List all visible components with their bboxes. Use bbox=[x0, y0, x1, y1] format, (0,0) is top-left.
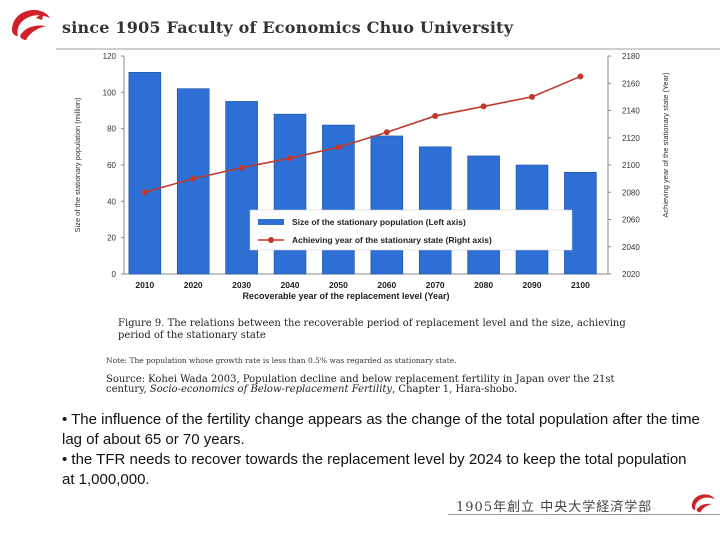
line-point bbox=[190, 175, 197, 182]
right-tick-label: 2140 bbox=[622, 107, 640, 116]
slide-header: since 1905 Faculty of Economics Chuo Uni… bbox=[0, 0, 720, 52]
line-point bbox=[141, 189, 148, 196]
left-tick-label: 0 bbox=[112, 270, 117, 279]
figure-note: Note: The population whose growth rate i… bbox=[106, 356, 457, 365]
x-tick-label: 2010 bbox=[135, 280, 154, 290]
right-tick-label: 2180 bbox=[622, 52, 640, 61]
line-point bbox=[238, 164, 245, 171]
source-prefix: Source: Kohei Wada 2003, Population decl… bbox=[106, 374, 615, 395]
line-point bbox=[287, 155, 294, 162]
series-line bbox=[144, 75, 581, 194]
left-tick-label: 100 bbox=[103, 88, 117, 97]
chart: 0204060801001202020204020602080210021202… bbox=[73, 52, 670, 301]
line-point bbox=[335, 144, 342, 151]
right-tick-label: 2120 bbox=[622, 134, 640, 143]
header-title: since 1905 Faculty of Economics Chuo Uni… bbox=[62, 18, 514, 37]
x-tick-label: 2050 bbox=[329, 280, 348, 290]
x-tick-label: 2090 bbox=[523, 280, 542, 290]
line-point bbox=[529, 93, 536, 100]
chuo-university-logo-icon bbox=[12, 10, 50, 40]
right-axis-label: Achieving year of the stationary state (… bbox=[661, 72, 670, 218]
right-tick-label: 2080 bbox=[622, 188, 640, 197]
x-tick-label: 2030 bbox=[232, 280, 251, 290]
figure-source: Source: Kohei Wada 2003, Population decl… bbox=[106, 375, 626, 395]
left-tick-label: 20 bbox=[107, 234, 116, 243]
left-tick-label: 40 bbox=[107, 197, 116, 206]
bullet-point-2: • the TFR needs to recover towards the r… bbox=[62, 451, 687, 488]
footer-divider bbox=[448, 514, 720, 515]
left-tick-label: 80 bbox=[107, 125, 116, 134]
chuo-university-logo-icon bbox=[691, 494, 715, 513]
line-point bbox=[383, 129, 390, 136]
line-point bbox=[480, 103, 487, 110]
header-divider bbox=[56, 48, 720, 50]
x-tick-label: 2020 bbox=[184, 280, 203, 290]
footer-text: 1905年創立 中央大学経済学部 bbox=[456, 500, 653, 515]
legend-line-marker bbox=[268, 237, 274, 243]
x-tick-label: 2100 bbox=[571, 280, 590, 290]
figure-caption: Figure 9. The relations between the reco… bbox=[118, 318, 626, 341]
left-tick-label: 120 bbox=[103, 52, 117, 61]
right-tick-label: 2160 bbox=[622, 79, 640, 88]
right-tick-label: 2100 bbox=[622, 161, 640, 170]
x-axis-label: Recoverable year of the replacement leve… bbox=[242, 291, 449, 301]
left-axis-label: Size of the stationary population (milli… bbox=[73, 97, 82, 233]
source-suffix: , Chapter 1, Hara-shobo. bbox=[392, 384, 518, 395]
left-tick-label: 60 bbox=[107, 161, 116, 170]
slide-body: • The influence of the fertility change … bbox=[62, 410, 702, 490]
slide-footer: 1905年創立 中央大学経済学部 bbox=[448, 494, 720, 516]
x-tick-label: 2070 bbox=[426, 280, 445, 290]
bullet-point-1: • The influence of the fertility change … bbox=[62, 411, 700, 448]
legend-line-label: Achieving year of the stationary state (… bbox=[292, 235, 492, 245]
right-tick-label: 2020 bbox=[622, 270, 640, 279]
x-tick-label: 2040 bbox=[281, 280, 300, 290]
x-tick-label: 2080 bbox=[474, 280, 493, 290]
source-book-title: Socio-economics of Below-replacement Fer… bbox=[149, 384, 393, 395]
bar bbox=[370, 135, 404, 275]
right-tick-label: 2040 bbox=[622, 243, 640, 252]
x-tick-label: 2060 bbox=[377, 280, 396, 290]
right-tick-label: 2060 bbox=[622, 216, 640, 225]
line-point bbox=[432, 112, 439, 119]
legend-bar-swatch bbox=[258, 219, 284, 225]
legend-box bbox=[249, 209, 573, 251]
line-point bbox=[577, 73, 584, 80]
legend-bar-label: Size of the stationary population (Left … bbox=[292, 217, 466, 227]
bar bbox=[128, 72, 162, 275]
